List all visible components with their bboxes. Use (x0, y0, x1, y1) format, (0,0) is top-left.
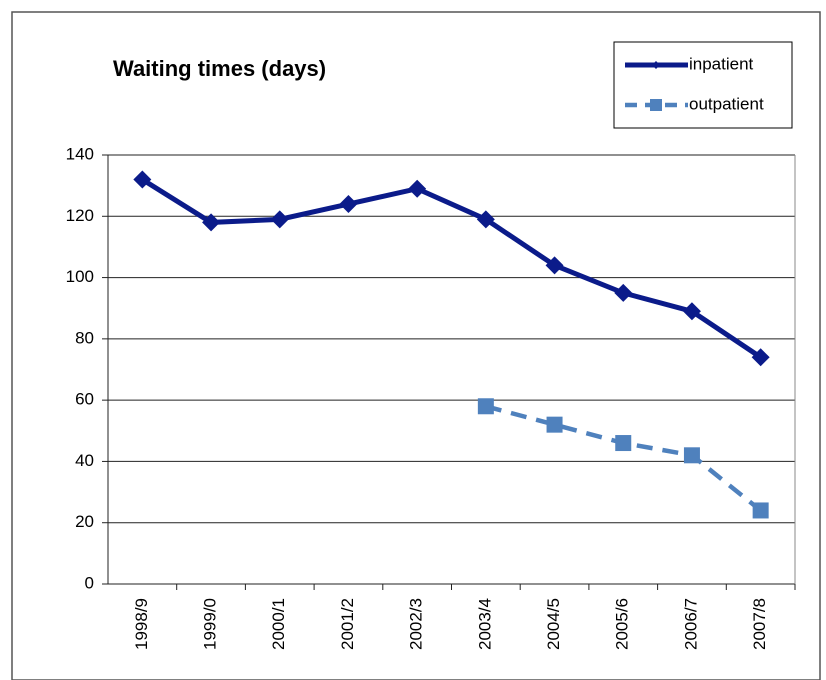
x-tick-label: 2005/6 (613, 598, 632, 650)
chart-frame (11, 11, 821, 680)
chart-title: Waiting times (days) (113, 56, 326, 81)
diamond-marker (408, 179, 427, 198)
square-marker (683, 447, 700, 464)
x-tick-label: 2001/2 (338, 598, 357, 650)
diamond-marker (751, 348, 770, 367)
y-tick-label: 40 (75, 451, 94, 470)
x-tick-label: 1998/9 (132, 598, 151, 650)
y-tick-label: 60 (75, 390, 94, 409)
x-tick-label: 1999/0 (201, 598, 220, 650)
x-tick-label: 2007/8 (750, 598, 769, 650)
y-tick-label: 0 (85, 573, 94, 592)
legend-label: inpatient (689, 54, 754, 73)
y-tick-label: 20 (75, 512, 94, 531)
x-tick-label: 2003/4 (475, 598, 494, 650)
y-tick-label: 140 (66, 144, 94, 163)
diamond-marker (545, 256, 564, 275)
x-tick-label: 2004/5 (544, 598, 563, 650)
y-tick-label: 120 (66, 206, 94, 225)
diamond-marker (476, 210, 495, 229)
y-tick-label: 80 (75, 328, 94, 347)
square-marker (546, 416, 563, 433)
y-tick-label: 100 (66, 267, 94, 286)
x-tick-label: 2006/7 (681, 598, 700, 650)
diamond-marker (133, 170, 152, 189)
square-marker (477, 398, 494, 415)
diamond-marker (614, 283, 633, 302)
diamond-marker (682, 302, 701, 321)
diamond-marker (270, 210, 289, 229)
x-tick-label: 2000/1 (269, 598, 288, 650)
legend-marker (650, 99, 662, 111)
x-tick-label: 2002/3 (407, 598, 426, 650)
legend-box (613, 41, 793, 129)
legend-label: outpatient (689, 94, 764, 113)
square-marker (752, 502, 769, 519)
square-marker (615, 435, 632, 452)
legend-marker (652, 61, 660, 69)
series-line (141, 177, 763, 360)
diamond-marker (339, 195, 358, 214)
series-line (485, 404, 763, 513)
diamond-marker (202, 213, 221, 232)
